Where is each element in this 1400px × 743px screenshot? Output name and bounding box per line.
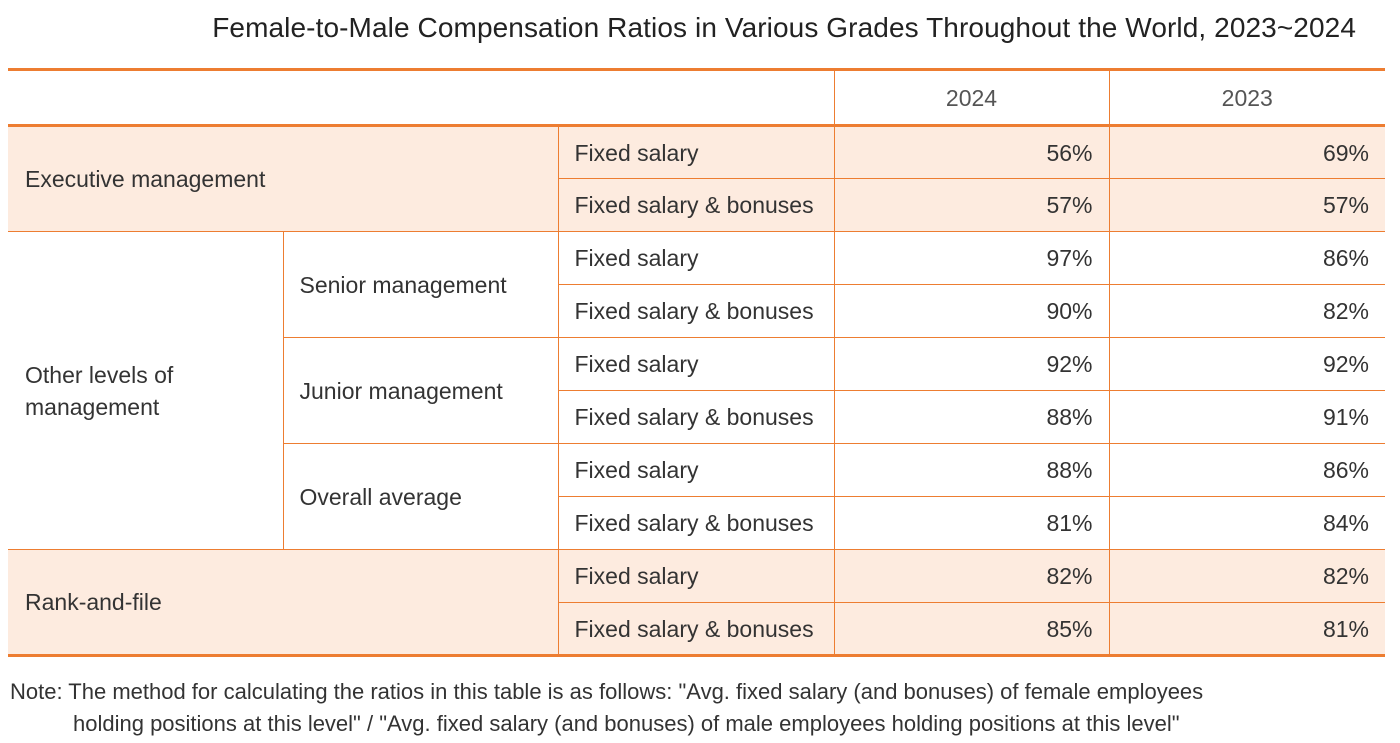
- table-row: Fixed salary & bonuses 57% 57%: [8, 178, 1386, 232]
- table-row: Rank-and-file Fixed salary 82% 82%: [8, 549, 1386, 656]
- metric-label: Fixed salary: [557, 125, 835, 179]
- header-2023: 2023: [1108, 69, 1386, 127]
- value-cell: 81%: [833, 496, 1110, 550]
- header-2024: 2024: [833, 69, 1110, 127]
- metric-label: Fixed salary & bonuses: [558, 602, 835, 656]
- metric-label: Fixed salary: [557, 443, 835, 497]
- value-cell: 81%: [1108, 602, 1386, 656]
- junior-management-label: Junior management: [283, 337, 559, 444]
- value-cell: 84%: [1108, 496, 1386, 550]
- value-cell: 90%: [833, 284, 1110, 338]
- table-row: Junior management Fixed salary 92% 92%: [8, 337, 1386, 444]
- compensation-table: 2024 2023 Executive management Fixed sal…: [8, 68, 1386, 657]
- value-cell: 92%: [1108, 337, 1386, 391]
- value-cell: 85%: [833, 602, 1110, 656]
- metric-label: Fixed salary: [557, 337, 835, 391]
- metric-label: Fixed salary: [557, 231, 835, 285]
- value-cell: 88%: [833, 390, 1110, 444]
- table-note: Note: The method for calculating the rat…: [10, 676, 1390, 740]
- header-blank-cell: [8, 69, 835, 127]
- table-row: Executive management Fixed salary 56% 69…: [8, 125, 1386, 232]
- note-line2: holding positions at this level" / "Avg.…: [73, 711, 1180, 736]
- value-cell: 57%: [833, 178, 1110, 232]
- value-cell: 82%: [833, 549, 1110, 603]
- metric-label: Fixed salary & bonuses: [558, 284, 835, 338]
- value-cell: 86%: [1108, 443, 1386, 497]
- header-row: 2024 2023: [8, 69, 1386, 127]
- other-levels-label-line1: Other levels of: [25, 361, 174, 388]
- value-cell: 92%: [833, 337, 1110, 391]
- value-cell: 91%: [1108, 390, 1386, 444]
- note-line1: Note: The method for calculating the rat…: [10, 679, 1204, 704]
- value-cell: 86%: [1108, 231, 1386, 285]
- value-cell: 82%: [1108, 284, 1386, 338]
- senior-management-label: Senior management: [282, 231, 559, 338]
- other-levels-label: Other levels of management: [8, 231, 284, 550]
- table-row: Fixed salary & bonuses 90% 82%: [8, 284, 1386, 338]
- value-cell: 97%: [833, 231, 1110, 285]
- value-cell: 57%: [1108, 178, 1386, 232]
- rank-and-file-label: Rank-and-file: [8, 549, 559, 656]
- executive-management-label: Executive management: [8, 125, 559, 232]
- metric-label: Fixed salary & bonuses: [558, 496, 835, 550]
- table-row: Overall average Fixed salary 88% 86%: [8, 443, 1386, 550]
- other-levels-label-line2: management: [25, 393, 160, 420]
- table-title: Female-to-Male Compensation Ratios in Va…: [212, 12, 1356, 43]
- metric-label: Fixed salary & bonuses: [558, 390, 835, 444]
- table-row: Other levels of management Senior manage…: [8, 231, 1386, 550]
- metric-label: Fixed salary & bonuses: [558, 178, 835, 232]
- value-cell: 69%: [1108, 125, 1386, 179]
- overall-average-label: Overall average: [283, 443, 559, 550]
- table-row: Fixed salary & bonuses 88% 91%: [8, 390, 1386, 444]
- value-cell: 56%: [833, 125, 1110, 179]
- metric-label: Fixed salary: [557, 549, 835, 603]
- table-row: Fixed salary & bonuses 81% 84%: [8, 496, 1386, 550]
- value-cell: 88%: [833, 443, 1110, 497]
- value-cell: 82%: [1108, 549, 1386, 603]
- table-row: Fixed salary & bonuses 85% 81%: [8, 602, 1386, 656]
